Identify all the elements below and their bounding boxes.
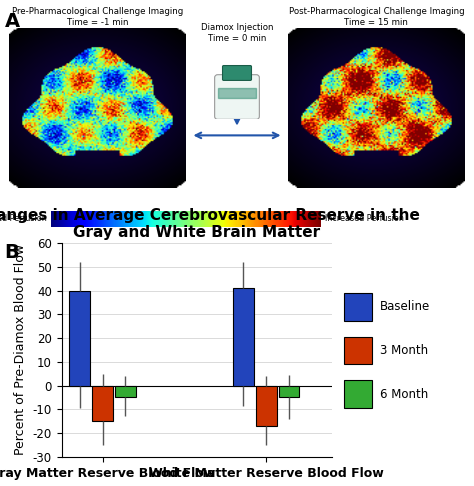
Y-axis label: Percent of Pre-Diamox Blood Flow: Percent of Pre-Diamox Blood Flow [14, 244, 27, 455]
Text: 6 Month: 6 Month [380, 387, 428, 400]
Bar [233, 288, 254, 385]
Text: Post-Pharmacological Challenge Imaging
Time = 15 min: Post-Pharmacological Challenge Imaging T… [289, 7, 464, 27]
Text: Increased Perfusion: Increased Perfusion [325, 214, 404, 224]
Text: 3 Month: 3 Month [380, 344, 428, 357]
Text: Decreased Perfusion: Decreased Perfusion [0, 214, 46, 224]
Text: Pre-Pharmacological Challenge Imaging
Time = -1 min: Pre-Pharmacological Challenge Imaging Ti… [12, 7, 183, 27]
Bar [256, 385, 276, 426]
FancyBboxPatch shape [344, 294, 372, 321]
FancyBboxPatch shape [344, 381, 372, 408]
Text: B: B [5, 243, 19, 262]
Bar [115, 385, 136, 398]
Title: Changes in Average Cerebrovascular Reserve in the
Gray and White Brain Matter: Changes in Average Cerebrovascular Reser… [0, 208, 419, 241]
FancyBboxPatch shape [344, 337, 372, 364]
Bar [69, 291, 90, 385]
Text: Diamox Injection
Time = 0 min: Diamox Injection Time = 0 min [201, 23, 273, 43]
Bar [279, 385, 300, 398]
Text: A: A [5, 12, 20, 31]
Bar [92, 385, 113, 421]
Text: Baseline: Baseline [380, 300, 430, 313]
